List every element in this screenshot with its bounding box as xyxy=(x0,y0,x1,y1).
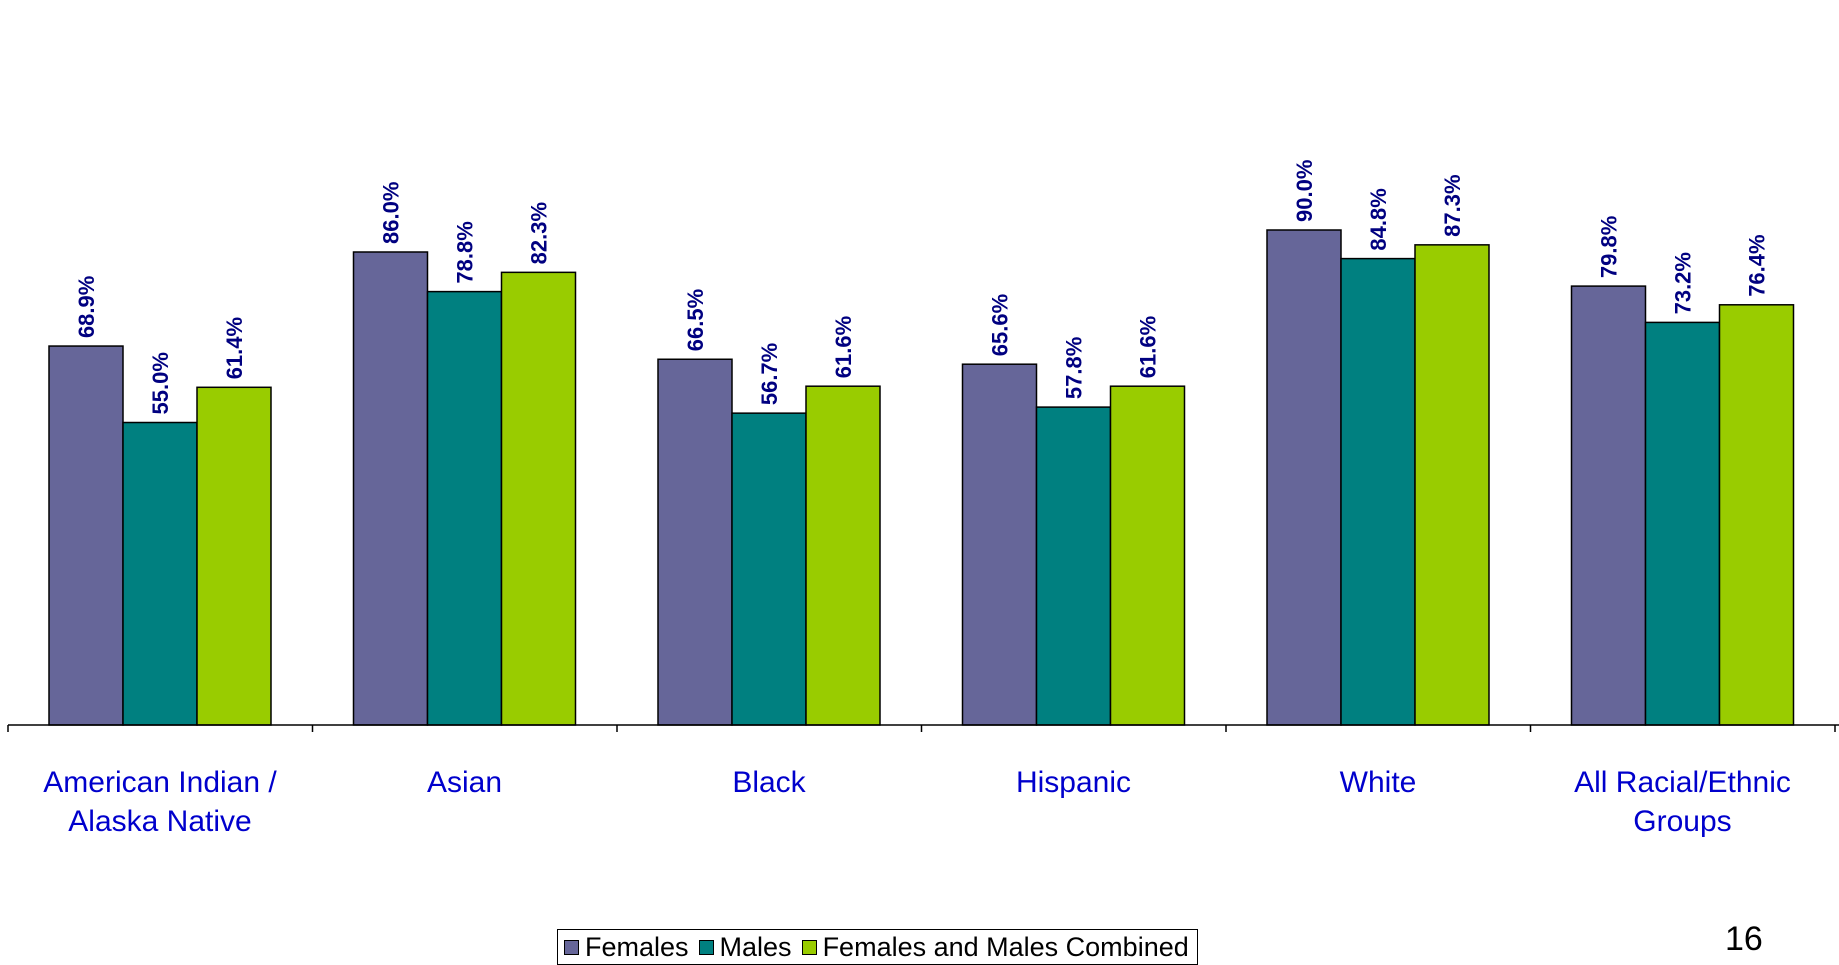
category-label-white: White xyxy=(1340,766,1417,799)
page-number: 16 xyxy=(1725,920,1763,958)
legend-swatch-males xyxy=(698,939,714,955)
data-label-females-and-males-combined-hispanic: 61.6% xyxy=(1136,316,1161,378)
data-label-males-asian: 78.8% xyxy=(453,221,478,283)
data-label-females-and-males-combined-white: 87.3% xyxy=(1440,174,1465,236)
bar-females-hispanic xyxy=(961,363,1038,726)
category-label-all-racial-ethnic-groups-line-1: All Racial/Ethnic xyxy=(1574,766,1791,799)
bar-females-and-males-combined-all-racial-ethnic-groups xyxy=(1718,304,1795,726)
category-label-asian: Asian xyxy=(427,766,502,799)
legend-item-males: Males xyxy=(698,931,792,962)
legend-label-females: Females xyxy=(585,931,689,962)
data-label-females-and-males-combined-all-racial-ethnic-groups: 76.4% xyxy=(1745,234,1770,296)
bar-females-and-males-combined-american-indian-alaska-native xyxy=(196,386,272,726)
bar-females-all-racial-ethnic-groups xyxy=(1570,285,1647,726)
bar-males-american-indian-alaska-native xyxy=(122,421,198,726)
bar-females-and-males-combined-asian xyxy=(500,271,577,726)
bar-males-black xyxy=(731,412,807,726)
data-label-males-american-indian-alaska-native: 55.0% xyxy=(148,352,173,414)
bar-females-white xyxy=(1266,229,1342,726)
legend-swatch-combined xyxy=(801,939,817,955)
data-label-females-hispanic: 65.6% xyxy=(988,294,1013,356)
data-label-males-all-racial-ethnic-groups: 73.2% xyxy=(1671,252,1696,314)
data-label-females-black: 66.5% xyxy=(683,289,708,351)
bar-males-hispanic xyxy=(1035,406,1112,726)
data-label-males-black: 56.7% xyxy=(757,343,782,405)
bar-males-white xyxy=(1340,257,1416,726)
data-label-females-american-indian-alaska-native: 68.9% xyxy=(74,276,99,338)
chart-legend: Females Males Females and Males Combined xyxy=(557,929,1198,965)
data-label-females-and-males-combined-asian: 82.3% xyxy=(527,202,552,264)
legend-swatch-females xyxy=(564,939,579,955)
bar-males-all-racial-ethnic-groups xyxy=(1644,321,1721,726)
data-label-males-hispanic: 57.8% xyxy=(1062,337,1087,399)
legend-label-males: Males xyxy=(719,931,792,962)
legend-label-combined: Females and Males Combined xyxy=(822,931,1189,962)
bar-females-and-males-combined-white xyxy=(1414,244,1490,726)
bar-females-black xyxy=(657,358,733,726)
category-label-american-indian-alaska-native-line-2: Alaska Native xyxy=(68,805,251,838)
data-label-females-and-males-combined-black: 61.6% xyxy=(831,316,856,378)
bar-females-and-males-combined-black xyxy=(805,385,881,726)
bar-females-asian xyxy=(352,251,429,726)
legend-item-combined: Females and Males Combined xyxy=(801,931,1189,962)
data-label-females-white: 90.0% xyxy=(1292,160,1317,222)
bar-males-asian xyxy=(426,290,503,726)
bar-females-and-males-combined-hispanic xyxy=(1109,385,1186,726)
data-label-females-asian: 86.0% xyxy=(379,182,404,244)
data-label-males-white: 84.8% xyxy=(1366,188,1391,250)
category-label-hispanic: Hispanic xyxy=(1016,766,1131,799)
category-label-black: Black xyxy=(732,766,806,799)
category-label-all-racial-ethnic-groups-line-2: Groups xyxy=(1633,805,1731,838)
category-label-american-indian-alaska-native-line-1: American Indian / xyxy=(43,766,277,799)
data-label-females-and-males-combined-american-indian-alaska-native: 61.4% xyxy=(222,317,247,379)
legend-item-females: Females xyxy=(564,931,689,962)
bar-females-american-indian-alaska-native xyxy=(48,345,124,726)
data-label-females-all-racial-ethnic-groups: 79.8% xyxy=(1597,216,1622,278)
